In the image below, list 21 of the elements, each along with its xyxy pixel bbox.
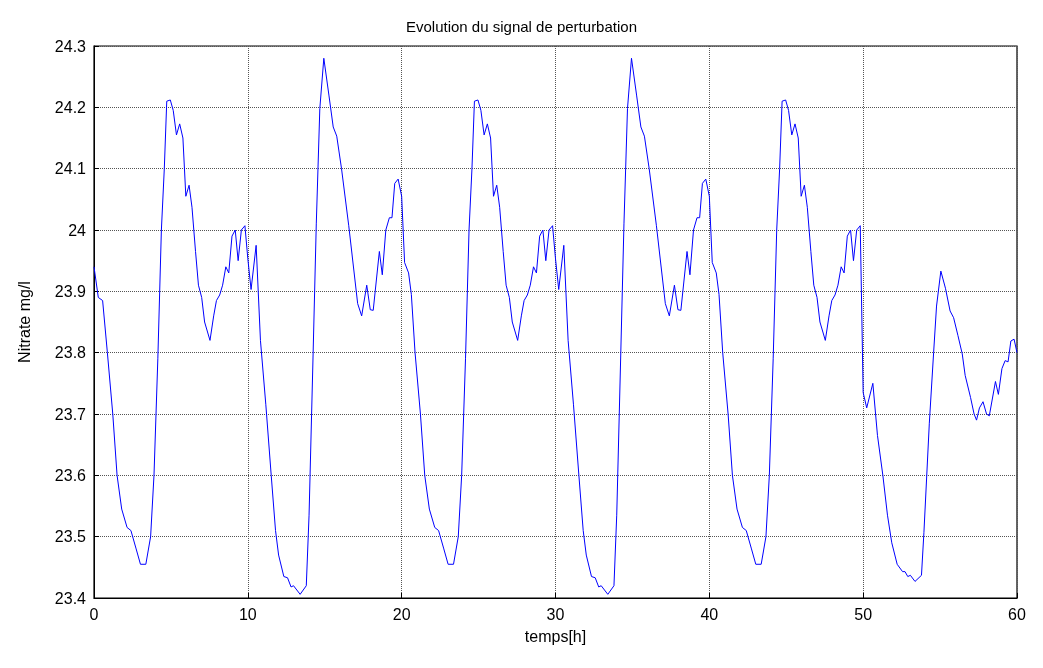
x-tick-label: 60 — [1008, 605, 1026, 623]
x-axis-title: temps[h] — [524, 627, 587, 645]
x-tick-label: 30 — [546, 605, 565, 623]
y-tick-label: 23.8 — [54, 344, 87, 362]
y-tick-label: 23.7 — [54, 405, 87, 423]
y-tick-label: 23.5 — [54, 528, 87, 546]
x-tick-label: 50 — [854, 605, 873, 623]
y-tick-label: 24.1 — [54, 160, 87, 178]
y-axis-title: Nitrate mg/l — [15, 281, 33, 363]
x-tick-label: 0 — [89, 605, 99, 623]
chart-title: Evolution du signal de perturbation — [406, 18, 637, 35]
x-tick-label: 40 — [700, 605, 719, 623]
y-tick-label: 24 — [68, 221, 87, 239]
x-tick-label: 20 — [392, 605, 411, 623]
y-tick-label: 24.2 — [54, 98, 87, 116]
x-tick-label: 10 — [238, 605, 257, 623]
y-tick-label: 23.6 — [54, 466, 87, 484]
y-tick-label: 24.3 — [54, 37, 87, 55]
line-series — [93, 57, 1018, 595]
y-tick-label: 23.4 — [54, 589, 87, 607]
y-tick-label: 23.9 — [54, 282, 87, 300]
